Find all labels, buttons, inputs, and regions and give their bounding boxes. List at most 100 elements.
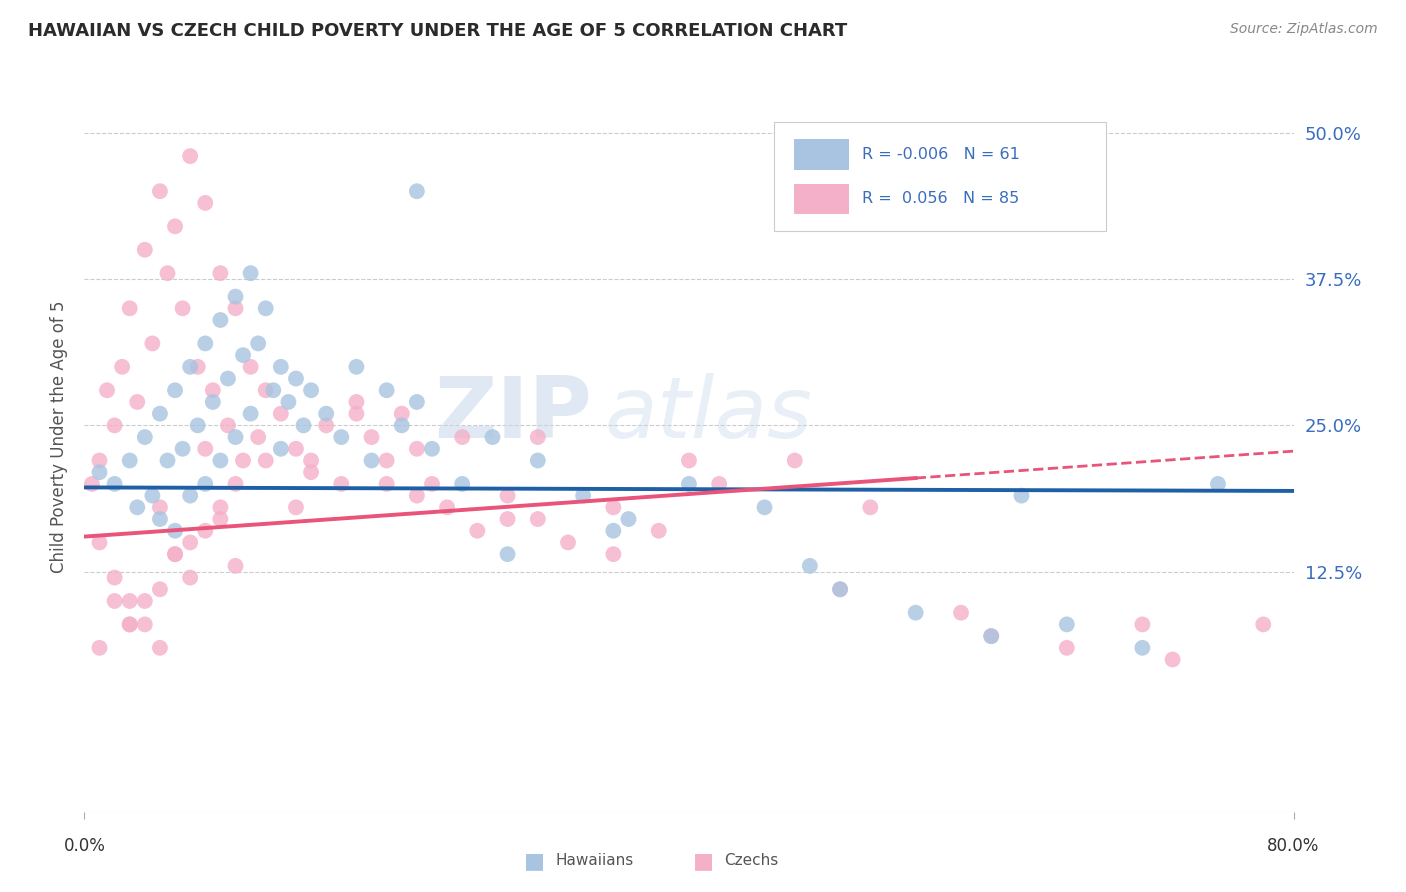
Text: Source: ZipAtlas.com: Source: ZipAtlas.com [1230, 22, 1378, 37]
Point [149, 407, 172, 421]
Point [254, 383, 277, 397]
Point [557, 535, 579, 549]
Point [467, 524, 489, 538]
Point [225, 476, 247, 491]
Point [149, 512, 172, 526]
Point [179, 359, 201, 374]
Text: Hawaiians: Hawaiians [555, 854, 634, 868]
Point [232, 348, 254, 362]
Point [602, 500, 624, 515]
Text: atlas: atlas [605, 373, 813, 456]
Point [194, 476, 217, 491]
Point [783, 453, 806, 467]
Point [239, 359, 262, 374]
Text: 0.0%: 0.0% [63, 837, 105, 855]
Point [225, 289, 247, 303]
Point [165, 219, 187, 234]
Point [527, 430, 550, 444]
Point [141, 336, 163, 351]
Point [602, 524, 624, 538]
Text: 80.0%: 80.0% [1267, 837, 1320, 855]
Text: R =  0.056   N = 85: R = 0.056 N = 85 [862, 192, 1019, 206]
Point [134, 243, 156, 257]
Point [149, 582, 172, 597]
Point [89, 640, 111, 655]
Point [451, 430, 474, 444]
Point [201, 395, 224, 409]
Point [830, 582, 852, 597]
Point [172, 442, 194, 456]
Point [179, 535, 201, 549]
Point [602, 547, 624, 561]
Point [346, 407, 368, 421]
Point [648, 524, 671, 538]
Point [1130, 640, 1153, 655]
Point [127, 395, 149, 409]
Point [270, 359, 292, 374]
Point [527, 512, 550, 526]
Point [904, 606, 927, 620]
Point [232, 453, 254, 467]
Point [118, 617, 141, 632]
Point [360, 430, 382, 444]
Point [254, 453, 277, 467]
Point [678, 476, 700, 491]
Point [1206, 476, 1229, 491]
Point [709, 476, 731, 491]
Point [315, 407, 337, 421]
FancyBboxPatch shape [794, 184, 849, 214]
Point [270, 442, 292, 456]
Point [980, 629, 1002, 643]
Point [104, 476, 127, 491]
Point [149, 640, 172, 655]
Point [217, 418, 239, 433]
Point [270, 407, 292, 421]
Point [239, 407, 262, 421]
Point [149, 500, 172, 515]
Point [406, 489, 429, 503]
Point [496, 512, 519, 526]
Point [799, 558, 821, 573]
Point [194, 195, 217, 210]
Point [217, 371, 239, 385]
Point [299, 453, 322, 467]
Point [950, 606, 973, 620]
Point [165, 547, 187, 561]
Point [118, 301, 141, 316]
Point [330, 476, 353, 491]
Point [406, 395, 429, 409]
Point [247, 430, 270, 444]
Point [225, 430, 247, 444]
Point [156, 266, 179, 280]
Point [617, 512, 640, 526]
Point [277, 395, 299, 409]
Point [346, 395, 368, 409]
Point [451, 476, 474, 491]
Y-axis label: Child Poverty Under the Age of 5: Child Poverty Under the Age of 5 [49, 301, 67, 574]
Point [104, 594, 127, 608]
Point [165, 383, 187, 397]
Point [96, 383, 118, 397]
Point [292, 418, 315, 433]
Point [678, 453, 700, 467]
Point [375, 476, 398, 491]
Point [111, 359, 134, 374]
Point [754, 500, 776, 515]
Text: ■: ■ [524, 851, 544, 871]
Point [187, 418, 209, 433]
Point [285, 371, 308, 385]
Point [254, 301, 277, 316]
Point [104, 418, 127, 433]
Point [420, 476, 443, 491]
Point [315, 418, 337, 433]
Point [375, 453, 398, 467]
Point [194, 442, 217, 456]
Point [299, 383, 322, 397]
Point [1056, 617, 1078, 632]
Point [141, 489, 163, 503]
Point [179, 571, 201, 585]
Point [156, 453, 179, 467]
Point [375, 383, 398, 397]
Point [209, 313, 232, 327]
Text: R = -0.006   N = 61: R = -0.006 N = 61 [862, 147, 1019, 162]
